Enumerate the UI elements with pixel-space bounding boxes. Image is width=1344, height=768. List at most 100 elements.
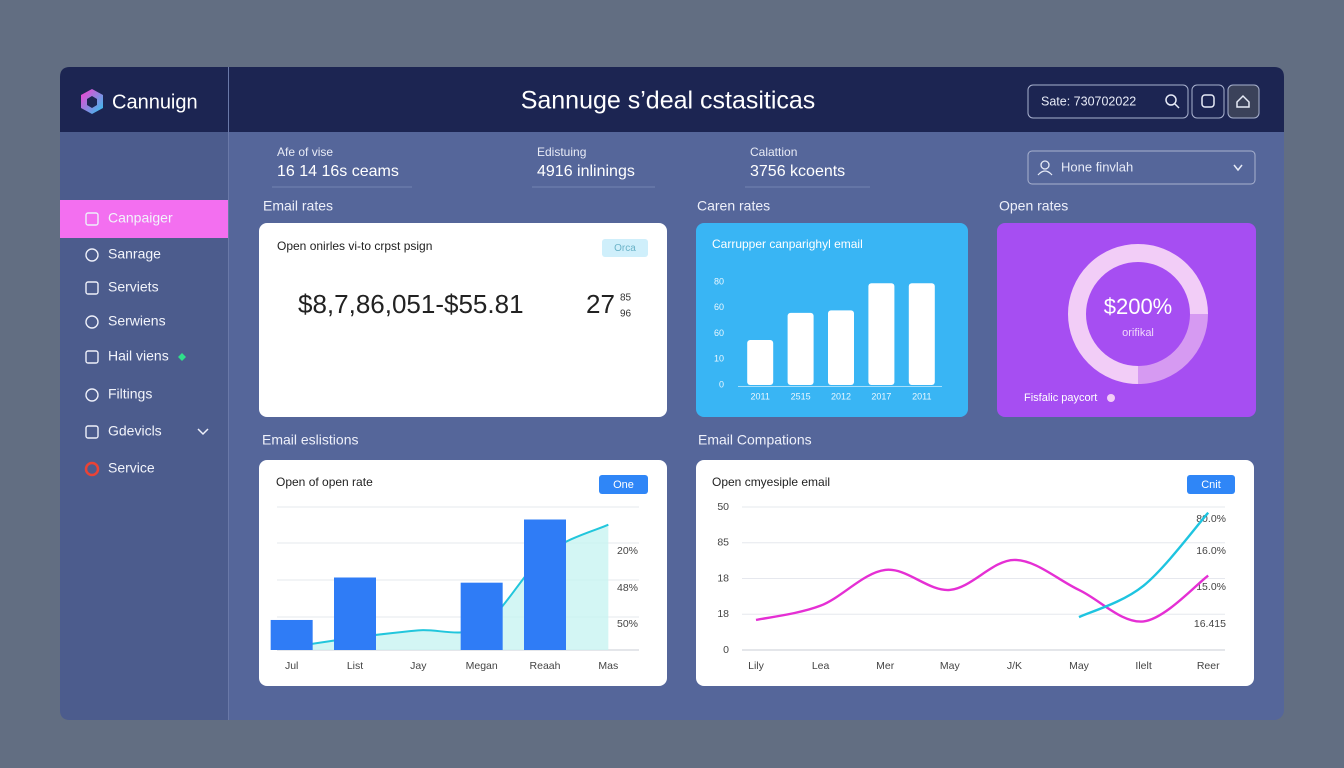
card-title: Carrupper canparighyl email	[712, 237, 863, 251]
x-tick-label: Megan	[466, 660, 498, 672]
donut-sublabel: orifikal	[1122, 327, 1154, 339]
x-tick-label: Lea	[812, 660, 830, 672]
card	[696, 460, 1254, 686]
notify-button[interactable]	[1191, 84, 1225, 119]
menu-item[interactable]: Gdevicls	[85, 423, 209, 439]
menu-item[interactable]: Sanrage	[85, 246, 161, 262]
badge-text: Orca	[614, 243, 636, 254]
chevron	[1233, 164, 1243, 172]
badge[interactable]	[1187, 475, 1235, 494]
card	[259, 223, 667, 417]
home-button[interactable]	[1227, 84, 1260, 119]
section-label: Caren rates	[697, 198, 770, 214]
menu-label: Hail viens	[108, 348, 169, 364]
user-icon	[1040, 160, 1050, 170]
bar	[334, 577, 376, 650]
stat-value: 16 14 16s ceams	[277, 163, 399, 180]
bar	[868, 283, 895, 385]
menu-icon	[85, 425, 99, 439]
section-label: Email eslistions	[262, 432, 358, 448]
y-tick-label: 0	[723, 644, 729, 656]
annotation: 50%	[617, 618, 638, 630]
home-icon	[1236, 94, 1250, 108]
x-tick-label: 2017	[871, 391, 891, 401]
x-tick-label: 2515	[791, 391, 811, 401]
filter-dropdown[interactable]	[1027, 150, 1256, 185]
x-tick-label: Reaah	[530, 660, 561, 672]
legend-dot	[1107, 394, 1115, 402]
chevron	[197, 428, 209, 436]
y-tick-label: 80	[714, 276, 724, 286]
menu-flag	[178, 353, 186, 361]
badge[interactable]	[602, 239, 648, 257]
menu-item[interactable]: Canpaiger	[85, 210, 173, 226]
menu-item[interactable]: Service	[84, 460, 155, 477]
annotation: 48%	[617, 582, 638, 594]
header	[60, 67, 1284, 132]
search-box[interactable]	[1027, 84, 1189, 119]
y-tick-label: 60	[714, 328, 724, 338]
y-tick-label: 10	[714, 354, 724, 364]
menu-label: Filtings	[108, 386, 152, 402]
search-text: Sate: 730702022	[1041, 94, 1136, 108]
user-icon	[1037, 170, 1053, 176]
menu-icon	[85, 388, 99, 402]
brand-icon-inner	[87, 96, 97, 108]
x-tick-label: Mer	[876, 660, 895, 672]
figure-note: 85	[620, 293, 632, 304]
x-tick-label: J/K	[1007, 660, 1022, 672]
badge[interactable]	[599, 475, 648, 494]
y-tick-label: 0	[719, 379, 724, 389]
bar	[908, 283, 935, 385]
menu-icon	[84, 461, 100, 477]
stat-label: Afe of vise	[277, 145, 333, 159]
menu-item[interactable]: Serwiens	[85, 313, 166, 329]
menu-active	[60, 200, 228, 238]
menu-label: Gdevicls	[108, 423, 162, 439]
card-title: Open of open rate	[276, 475, 373, 489]
bar	[524, 519, 566, 650]
bar	[270, 619, 313, 650]
annotation: 15.0%	[1196, 581, 1226, 593]
figure: 27	[586, 289, 615, 319]
annotation: 16.415	[1194, 618, 1226, 630]
y-tick-label: 85	[717, 537, 729, 549]
donut-segment	[1137, 313, 1208, 384]
y-tick-label: 18	[717, 572, 729, 584]
x-tick-label: Jul	[285, 660, 298, 672]
section-label: Email Compations	[698, 432, 812, 448]
brand: Cannuign	[112, 91, 198, 113]
menu-label: Serviets	[108, 279, 159, 295]
annotation: 20%	[617, 545, 638, 557]
menu-label: Sanrage	[108, 246, 161, 262]
x-tick-label: Jay	[410, 660, 427, 672]
line	[1078, 511, 1210, 619]
stat-value: 4916 inlinings	[537, 163, 635, 180]
menu-item[interactable]: Filtings	[85, 386, 152, 402]
stat-label: Edistuing	[537, 145, 586, 159]
search-icon	[1174, 103, 1180, 109]
menu-item[interactable]: Serviets	[85, 279, 159, 295]
x-tick-label: Lily	[748, 660, 765, 672]
bar	[787, 312, 814, 385]
badge-text: One	[613, 479, 634, 491]
menu-icon	[85, 281, 99, 295]
x-tick-label: Mas	[598, 660, 618, 672]
menu-label: Canpaiger	[108, 210, 173, 226]
donut-center: $200%	[1104, 294, 1173, 319]
x-tick-label: May	[1069, 660, 1090, 672]
search-icon	[1165, 94, 1177, 106]
x-tick-label: 2011	[751, 391, 770, 401]
sidebar	[60, 132, 228, 720]
card-title: Open onirles vi-to crpst psign	[277, 239, 432, 253]
section-label: Email rates	[263, 198, 333, 214]
menu-item[interactable]: Hail viens	[85, 348, 186, 364]
y-tick-label: 60	[714, 302, 724, 312]
amount: $8,7,86,051-$55.81	[298, 289, 524, 319]
notify-icon	[1201, 94, 1215, 108]
line	[755, 558, 1209, 623]
stat-label: Calattion	[750, 145, 797, 159]
menu-label: Service	[108, 460, 155, 476]
page-title: Sannuge s’deal cstasiticas	[521, 87, 816, 115]
